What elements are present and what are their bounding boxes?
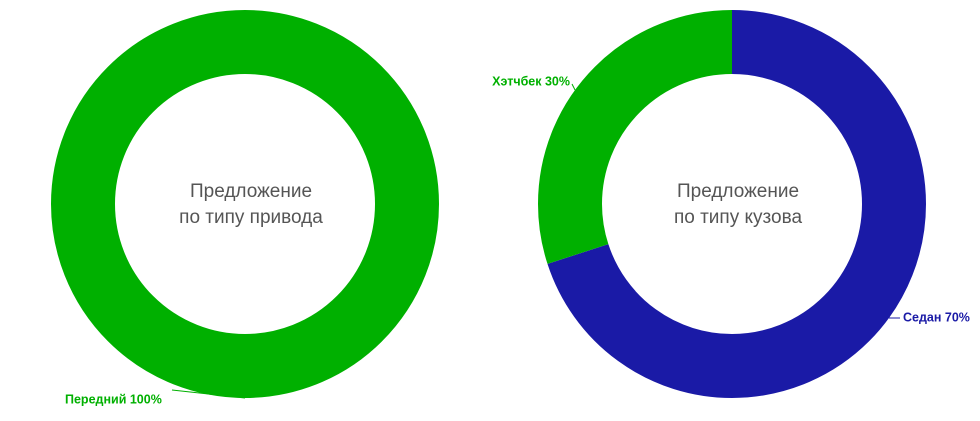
center-title: Предложение <box>677 181 799 202</box>
center-title: по типу привода <box>179 207 323 228</box>
leader-line <box>571 83 576 91</box>
leader-line <box>171 389 246 399</box>
donut-slice <box>538 10 926 398</box>
donut-slice <box>51 10 439 398</box>
center-title: Предложение <box>190 181 312 202</box>
slice-label: Передний 100% <box>65 392 162 406</box>
center-title: по типу кузова <box>674 207 802 228</box>
slice-label: Хэтчбек 30% <box>492 74 570 88</box>
slice-label: Седан 70% <box>903 310 970 324</box>
